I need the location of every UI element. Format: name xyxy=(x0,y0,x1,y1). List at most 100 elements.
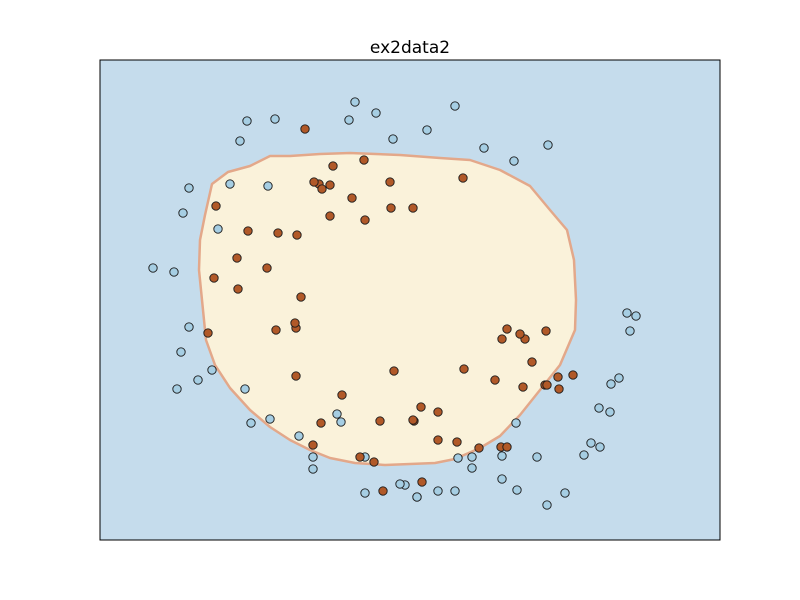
data-point-class-1 xyxy=(337,390,347,400)
data-point-class-1 xyxy=(355,452,365,462)
data-point-class-0 xyxy=(242,116,252,126)
data-point-class-0 xyxy=(294,431,304,441)
data-point-class-0 xyxy=(332,409,342,419)
data-point-class-1 xyxy=(300,124,310,134)
data-point-class-1 xyxy=(316,418,326,428)
data-point-class-0 xyxy=(176,347,186,357)
data-point-class-1 xyxy=(417,477,427,487)
data-point-class-0 xyxy=(605,407,615,417)
data-point-class-0 xyxy=(594,403,604,413)
data-point-class-1 xyxy=(325,211,335,221)
data-point-class-1 xyxy=(232,253,242,263)
data-point-class-0 xyxy=(235,136,245,146)
data-point-class-0 xyxy=(606,379,616,389)
data-point-class-0 xyxy=(240,384,250,394)
data-point-class-0 xyxy=(497,451,507,461)
data-point-class-0 xyxy=(270,114,280,124)
data-point-class-0 xyxy=(450,101,460,111)
data-point-class-1 xyxy=(502,324,512,334)
data-point-class-1 xyxy=(541,326,551,336)
data-point-class-1 xyxy=(359,155,369,165)
data-point-class-0 xyxy=(360,488,370,498)
data-point-class-1 xyxy=(497,334,507,344)
data-point-class-0 xyxy=(308,452,318,462)
data-point-class-0 xyxy=(265,414,275,424)
data-point-class-1 xyxy=(209,273,219,283)
data-point-class-0 xyxy=(395,479,405,489)
data-point-class-0 xyxy=(422,125,432,135)
data-point-class-0 xyxy=(579,450,589,460)
data-point-class-0 xyxy=(412,492,422,502)
data-point-class-0 xyxy=(512,485,522,495)
data-point-class-1 xyxy=(347,193,357,203)
data-point-class-0 xyxy=(625,326,635,336)
data-point-class-0 xyxy=(467,452,477,462)
data-point-class-1 xyxy=(452,437,462,447)
data-point-class-1 xyxy=(378,486,388,496)
data-point-class-0 xyxy=(631,311,641,321)
data-point-class-0 xyxy=(467,463,477,473)
data-point-class-0 xyxy=(172,384,182,394)
data-point-class-0 xyxy=(184,322,194,332)
data-point-class-0 xyxy=(595,442,605,452)
data-point-class-1 xyxy=(292,230,302,240)
data-point-class-0 xyxy=(622,308,632,318)
data-point-class-0 xyxy=(497,474,507,484)
data-point-class-1 xyxy=(490,375,500,385)
data-point-class-0 xyxy=(344,115,354,125)
data-point-class-1 xyxy=(542,380,552,390)
data-point-class-0 xyxy=(148,263,158,273)
data-point-class-1 xyxy=(458,173,468,183)
data-point-class-1 xyxy=(317,184,327,194)
data-point-class-0 xyxy=(509,156,519,166)
data-point-class-0 xyxy=(453,453,463,463)
decision-region xyxy=(197,151,578,467)
data-point-class-0 xyxy=(169,267,179,277)
data-point-class-0 xyxy=(336,417,346,427)
data-point-class-1 xyxy=(408,415,418,425)
data-point-class-1 xyxy=(291,371,301,381)
axes-frame xyxy=(99,59,721,541)
data-point-class-0 xyxy=(193,375,203,385)
data-point-class-1 xyxy=(385,177,395,187)
data-point-class-1 xyxy=(328,161,338,171)
data-point-class-0 xyxy=(614,373,624,383)
data-point-class-0 xyxy=(350,97,360,107)
data-point-class-0 xyxy=(388,134,398,144)
data-point-class-1 xyxy=(433,435,443,445)
data-point-class-0 xyxy=(184,183,194,193)
data-point-class-0 xyxy=(542,500,552,510)
plot-area xyxy=(99,59,721,541)
data-point-class-1 xyxy=(271,325,281,335)
data-point-class-0 xyxy=(263,181,273,191)
data-point-class-1 xyxy=(296,292,306,302)
data-point-class-1 xyxy=(243,226,253,236)
data-point-class-1 xyxy=(211,201,221,211)
data-point-class-0 xyxy=(178,208,188,218)
data-point-class-1 xyxy=(554,384,564,394)
data-point-class-0 xyxy=(450,486,460,496)
data-point-class-1 xyxy=(273,228,283,238)
data-point-class-0 xyxy=(543,140,553,150)
data-point-class-1 xyxy=(309,177,319,187)
data-point-class-0 xyxy=(225,179,235,189)
data-point-class-1 xyxy=(408,203,418,213)
data-point-class-0 xyxy=(308,464,318,474)
data-point-class-0 xyxy=(213,224,223,234)
data-point-class-0 xyxy=(207,365,217,375)
data-point-class-1 xyxy=(568,370,578,380)
data-point-class-0 xyxy=(479,143,489,153)
data-point-class-1 xyxy=(459,364,469,374)
data-point-class-1 xyxy=(502,442,512,452)
data-point-class-1 xyxy=(290,318,300,328)
data-point-class-0 xyxy=(246,418,256,428)
data-point-class-0 xyxy=(532,452,542,462)
data-point-class-1 xyxy=(375,416,385,426)
data-point-class-1 xyxy=(360,215,370,225)
data-point-class-1 xyxy=(553,372,563,382)
data-point-class-1 xyxy=(515,329,525,339)
data-point-class-1 xyxy=(386,203,396,213)
data-point-class-1 xyxy=(308,440,318,450)
data-point-class-1 xyxy=(262,263,272,273)
